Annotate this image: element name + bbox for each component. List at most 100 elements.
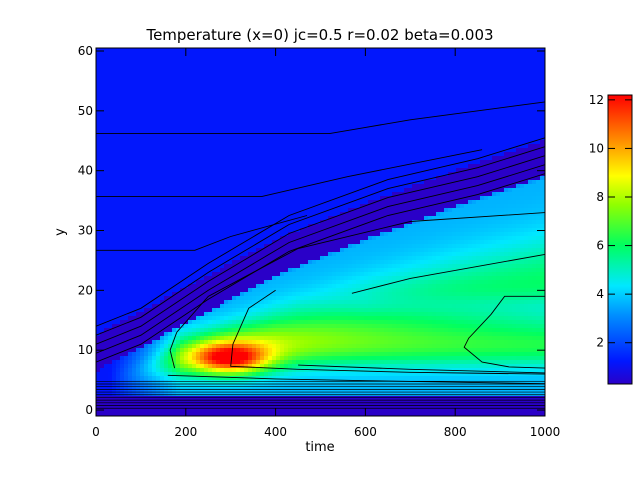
- heatmap-cell: [464, 180, 469, 185]
- heatmap-cell: [480, 68, 485, 73]
- heatmap-cell: [316, 140, 321, 145]
- heatmap-cell: [524, 144, 529, 149]
- heatmap-cell: [428, 80, 433, 85]
- heatmap-cell: [488, 96, 493, 101]
- heatmap-cell: [492, 152, 497, 157]
- heatmap-cell: [384, 68, 389, 73]
- heatmap-cell: [112, 172, 117, 177]
- heatmap-cell: [148, 212, 153, 217]
- heatmap-cell: [204, 124, 209, 129]
- heatmap-cell: [104, 60, 109, 65]
- heatmap-cell: [516, 112, 521, 117]
- heatmap-cell: [140, 164, 145, 169]
- heatmap-cell: [300, 176, 305, 181]
- heatmap-cell: [172, 132, 177, 137]
- heatmap-cell: [328, 112, 333, 117]
- heatmap-cell: [236, 120, 241, 125]
- heatmap-cell: [232, 156, 237, 161]
- heatmap-cell: [144, 200, 149, 205]
- heatmap-cell: [496, 52, 501, 57]
- heatmap-cell: [308, 88, 313, 93]
- heatmap-cell: [132, 132, 137, 137]
- heatmap-cell: [204, 180, 209, 185]
- heatmap-cell: [512, 200, 517, 205]
- heatmap-cell: [236, 112, 241, 117]
- heatmap-cell: [264, 84, 269, 89]
- heatmap-cell: [152, 56, 157, 61]
- heatmap-cell: [144, 184, 149, 189]
- heatmap-cell: [276, 188, 281, 193]
- heatmap-cell: [252, 56, 257, 61]
- heatmap-cell: [236, 72, 241, 77]
- heatmap-cell: [324, 212, 329, 217]
- heatmap-cell: [472, 92, 477, 97]
- heatmap-cell: [440, 176, 445, 181]
- heatmap-cell: [360, 220, 365, 225]
- heatmap-cell: [120, 92, 125, 97]
- heatmap-cell: [308, 136, 313, 141]
- heatmap-cell: [372, 208, 377, 213]
- heatmap-cell: [128, 56, 133, 61]
- heatmap-cell: [100, 140, 105, 145]
- heatmap-cell: [172, 176, 177, 181]
- heatmap-cell: [408, 132, 413, 137]
- heatmap-cell: [444, 212, 449, 217]
- heatmap-cell: [492, 196, 497, 201]
- heatmap-cell: [276, 64, 281, 69]
- heatmap-cell: [220, 128, 225, 133]
- heatmap-cell: [208, 128, 213, 133]
- heatmap-cell: [120, 168, 125, 173]
- heatmap-cell: [360, 52, 365, 57]
- heatmap-cell: [152, 204, 157, 209]
- heatmap-cell: [484, 176, 489, 181]
- heatmap-cell: [212, 184, 217, 189]
- heatmap-cell: [516, 64, 521, 69]
- heatmap-cell: [392, 72, 397, 77]
- heatmap-cell: [260, 76, 265, 81]
- heatmap-cell: [328, 132, 333, 137]
- heatmap-cell: [364, 140, 369, 145]
- heatmap-cell: [328, 148, 333, 153]
- heatmap-cell: [296, 48, 301, 53]
- heatmap-cell: [228, 72, 233, 77]
- heatmap-cell: [124, 76, 129, 81]
- heatmap-cell: [96, 220, 101, 225]
- heatmap-cell: [184, 112, 189, 117]
- heatmap-cell: [152, 72, 157, 77]
- heatmap-cell: [280, 84, 285, 89]
- heatmap-cell: [128, 52, 133, 57]
- heatmap-cell: [328, 204, 333, 209]
- heatmap-cell: [248, 220, 253, 225]
- heatmap-cell: [540, 60, 545, 65]
- heatmap-cell: [296, 112, 301, 117]
- heatmap-cell: [184, 68, 189, 73]
- heatmap-cell: [164, 92, 169, 97]
- heatmap-cell: [124, 88, 129, 93]
- heatmap-cell: [332, 192, 337, 197]
- heatmap-cell: [428, 208, 433, 213]
- heatmap-cell: [380, 192, 385, 197]
- heatmap-cell: [368, 196, 373, 201]
- heatmap-cell: [112, 164, 117, 169]
- heatmap-cell: [252, 144, 257, 149]
- heatmap-cell: [136, 56, 141, 61]
- heatmap-cell: [532, 172, 537, 177]
- heatmap-cell: [408, 184, 413, 189]
- heatmap-cell: [180, 52, 185, 57]
- heatmap-cell: [208, 56, 213, 61]
- heatmap-cell: [324, 188, 329, 193]
- heatmap-cell: [400, 56, 405, 61]
- heatmap-cell: [248, 56, 253, 61]
- heatmap-cell: [452, 100, 457, 105]
- heatmap-cell: [104, 120, 109, 125]
- heatmap-cell: [200, 128, 205, 133]
- heatmap-cell: [280, 144, 285, 149]
- heatmap-cell: [524, 112, 529, 117]
- heatmap-cell: [516, 160, 521, 165]
- heatmap-cell: [240, 192, 245, 197]
- heatmap-cell: [452, 88, 457, 93]
- heatmap-cell: [396, 84, 401, 89]
- heatmap-cell: [164, 64, 169, 69]
- heatmap-cell: [128, 184, 133, 189]
- heatmap-cell: [532, 68, 537, 73]
